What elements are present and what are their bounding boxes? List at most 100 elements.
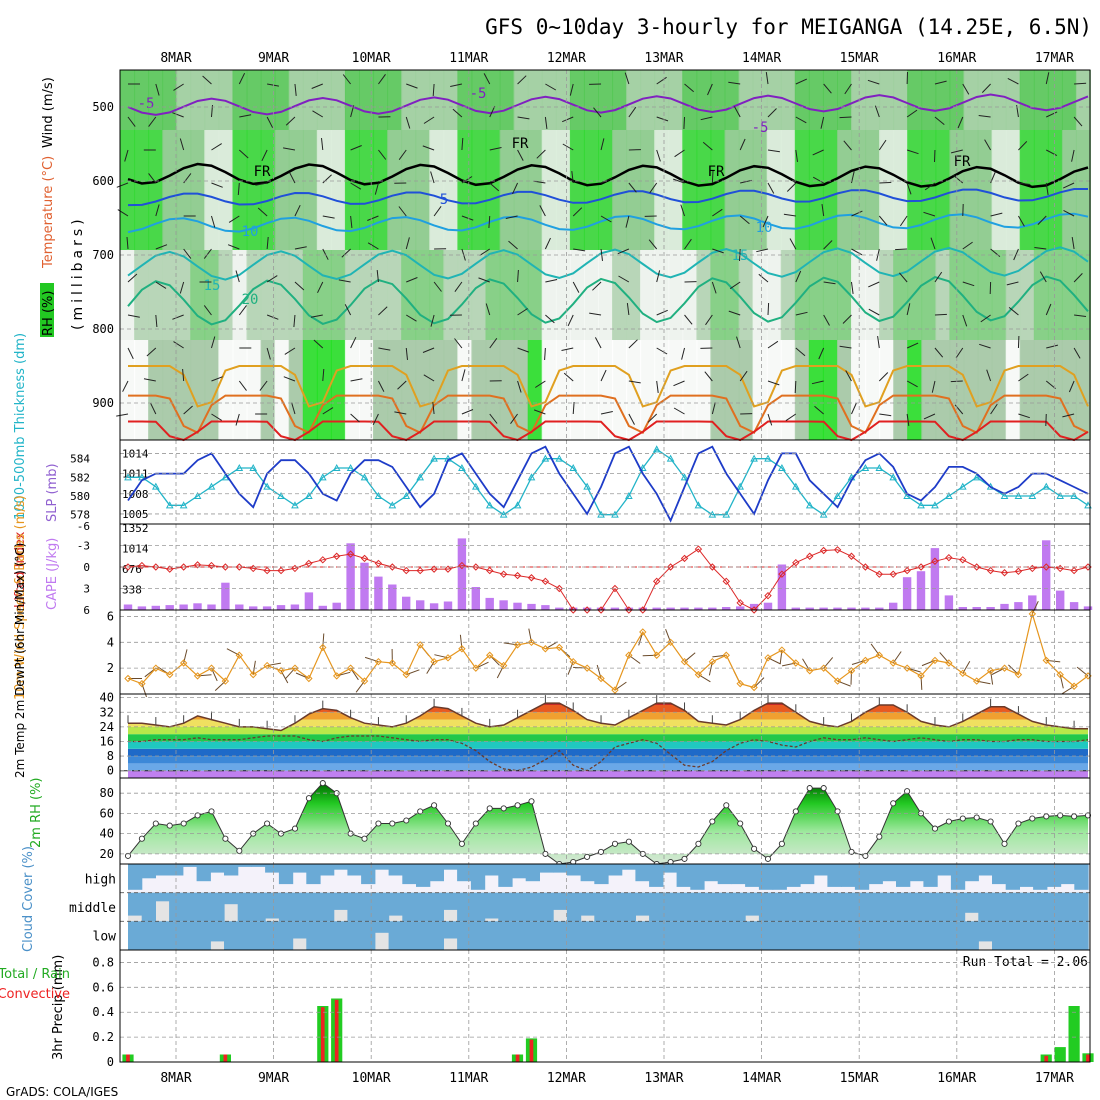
wind-barb (600, 411, 613, 415)
cloud-cell (141, 892, 156, 922)
cape-bar (374, 576, 383, 610)
slp-tick: 1005 (122, 508, 149, 521)
wind10-speed-line (127, 611, 1089, 692)
wind-barb (508, 240, 518, 250)
wind-barb (155, 314, 158, 328)
rh-shade-cell (808, 250, 824, 340)
rh-shade-cell (865, 70, 881, 130)
wind-barb (1045, 182, 1049, 195)
wind-barb (291, 402, 296, 415)
wind-barb (795, 149, 798, 162)
wind-barb (452, 108, 463, 118)
rh-shade-cell (907, 250, 923, 340)
rh-shade-cell (387, 130, 403, 250)
rh2m-point (1015, 820, 1022, 827)
cape-bar (193, 603, 202, 610)
wind10-point (1070, 682, 1078, 690)
date-axis-top: 8MAR 9MAR 10MAR 11MAR 12MAR 13MAR 14MAR 15MAR 16… (160, 51, 1074, 66)
wind-barb (711, 170, 714, 184)
pressure-tick: 500 (92, 100, 114, 114)
wind-barb (600, 138, 605, 151)
pressure-tick: 600 (92, 174, 114, 188)
thickness-point (805, 501, 814, 509)
cloud-cell (484, 892, 499, 919)
wind10-point (875, 651, 884, 659)
rh-shade-cell (991, 70, 1007, 130)
cloud-cell (182, 921, 198, 950)
cloud-cell (1060, 892, 1075, 922)
rh-shade-cell (302, 130, 318, 250)
cloud-cell (553, 892, 568, 910)
cloud-cell (772, 921, 787, 950)
rh-shade-cell (541, 340, 557, 440)
cape-bar (736, 606, 745, 610)
wind-barb (767, 108, 777, 118)
wind-barb (739, 370, 748, 382)
thickness-point (249, 463, 258, 471)
isotherm-label: 10 (756, 220, 773, 236)
rh-legend-swatch (40, 283, 54, 337)
cloud-cell (758, 892, 774, 922)
cape-tick: 1352 (122, 522, 149, 535)
rh-shade-cell (387, 250, 403, 340)
cloud-cell (128, 864, 143, 890)
rh-shade-cell (429, 340, 445, 440)
wind-barb (173, 83, 184, 91)
cape-bar (485, 597, 494, 610)
rh-shade-cell (274, 250, 290, 340)
rh-shade-cell (1033, 70, 1049, 130)
rh2m-point (194, 812, 201, 819)
rh-shade-cell (598, 130, 614, 250)
wind-barb (924, 182, 936, 191)
thickness-axis-label: 1000-500mb Thickness (dm) (13, 333, 28, 520)
cloud-cell (292, 892, 307, 922)
cloud-cell (580, 864, 595, 882)
wind-barb (624, 72, 630, 85)
cape-bar (402, 596, 411, 610)
wind10-point (569, 657, 577, 666)
slp-panel-frame (119, 439, 1091, 525)
rh-shade-cell (260, 340, 276, 440)
rh-shade-cell (1019, 340, 1035, 440)
cape-bar (722, 607, 731, 610)
wind-barb (517, 116, 530, 120)
wind-barb (794, 380, 797, 394)
rh-shade-cell (640, 130, 656, 250)
cloud-cell (429, 864, 444, 882)
wind-barb (923, 211, 936, 217)
date-label-top: 13MAR (644, 51, 683, 66)
rh-shade-cell (583, 130, 599, 250)
wind10-point (639, 628, 647, 636)
wind-barb (545, 314, 555, 324)
wind-barb (1046, 111, 1058, 118)
wind-barb (906, 303, 911, 316)
wind-barb (238, 72, 246, 85)
wind10-point (806, 667, 814, 675)
cloud-cell (937, 864, 952, 876)
li-point (639, 606, 647, 614)
rh-shade-cell (260, 130, 276, 250)
wind-barb (733, 106, 741, 118)
wind-barb (1071, 149, 1075, 162)
rh2m-point (876, 833, 883, 840)
cape-bar (847, 607, 856, 610)
rh-shade-cell (612, 70, 628, 130)
rh-shade-cell (134, 130, 150, 250)
rh-shade-cell (710, 250, 726, 340)
wind10-point (138, 679, 146, 688)
thickness-tick: 582 (70, 471, 90, 484)
cloud-cell (950, 892, 966, 922)
wind10-tick: 4 (107, 635, 114, 649)
wind-barb (656, 116, 669, 122)
cloud-cell (416, 921, 431, 950)
cloud-cell (841, 892, 856, 922)
cloud-cell (841, 864, 856, 887)
cloud-cell (128, 892, 143, 916)
cloud-cell (827, 921, 842, 950)
wind-barb (618, 275, 630, 283)
cape-bar (221, 582, 230, 610)
cloud-cell (347, 892, 362, 922)
li-point (569, 606, 577, 614)
thickness-point (1014, 491, 1023, 499)
